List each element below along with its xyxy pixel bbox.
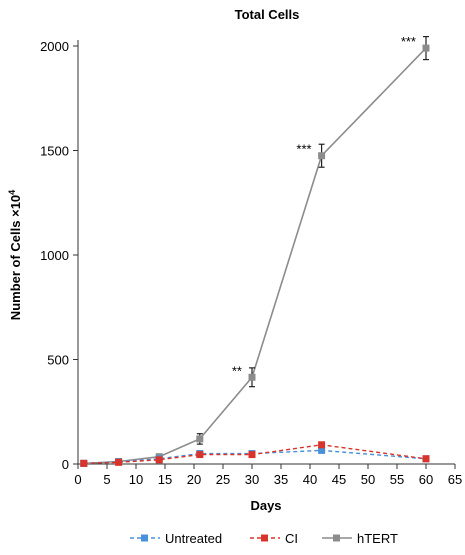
data-point xyxy=(318,152,326,160)
x-tick-label: 60 xyxy=(419,472,433,487)
significance-marker: ** xyxy=(232,363,242,378)
series-htert xyxy=(80,35,430,467)
data-point xyxy=(115,458,123,466)
series-layer xyxy=(80,35,430,467)
significance-marker: *** xyxy=(296,142,311,157)
y-tick-label: 2000 xyxy=(40,39,69,54)
x-tick-label: 50 xyxy=(361,472,375,487)
x-tick-label: 15 xyxy=(158,472,172,487)
y-axis-label: Number of Cells ×104 xyxy=(7,190,23,320)
series-line xyxy=(83,47,427,465)
x-tick-label: 55 xyxy=(390,472,404,487)
x-tick-label: 30 xyxy=(245,472,259,487)
x-tick-label: 0 xyxy=(74,472,81,487)
data-point xyxy=(422,455,430,463)
x-tick-label: 45 xyxy=(332,472,346,487)
axes: 0 5 10 15 20 25 30 35 40 45 50 55 60 65 0 500 1000 1500 20… xyxy=(40,39,462,487)
data-point xyxy=(422,44,430,52)
data-point xyxy=(318,441,326,449)
x-tick-label: 5 xyxy=(103,472,110,487)
significance-marker: *** xyxy=(401,34,416,49)
legend-marker xyxy=(333,534,340,542)
data-point xyxy=(80,459,88,467)
data-point xyxy=(318,446,326,454)
y-tick-label: 500 xyxy=(47,353,69,368)
x-tick-label: 65 xyxy=(448,472,462,487)
chart-title: Total Cells xyxy=(235,7,300,22)
legend-marker xyxy=(141,534,148,542)
y-axis-label-exponent: 4 xyxy=(7,190,17,195)
x-axis-label: Days xyxy=(250,498,281,513)
annotations: ******** xyxy=(232,34,416,378)
x-tick-label: 10 xyxy=(129,472,143,487)
data-point xyxy=(155,456,163,464)
x-tick-label: 40 xyxy=(303,472,317,487)
x-tick-label: 35 xyxy=(274,472,288,487)
legend-label: hTERT xyxy=(357,531,398,546)
legend-marker xyxy=(261,534,268,542)
y-tick-label: 1500 xyxy=(40,144,69,159)
x-tick-label: 25 xyxy=(216,472,230,487)
legend-label: Untreated xyxy=(165,531,222,546)
data-point xyxy=(248,373,256,381)
legend-item-htert: hTERT xyxy=(322,531,398,546)
series-ci xyxy=(80,441,430,467)
legend: Untreated CI hTERT xyxy=(130,531,398,546)
legend-item-untreated: Untreated xyxy=(130,531,222,546)
data-point xyxy=(196,435,204,443)
y-tick-label: 0 xyxy=(62,457,69,472)
data-point xyxy=(248,451,256,459)
legend-label: CI xyxy=(285,531,298,546)
y-tick-label: 1000 xyxy=(40,248,69,263)
data-point xyxy=(196,451,204,459)
legend-item-ci: CI xyxy=(250,531,298,546)
x-tick-label: 20 xyxy=(187,472,201,487)
y-axis-label-text: Number of Cells ×10 xyxy=(8,195,23,320)
